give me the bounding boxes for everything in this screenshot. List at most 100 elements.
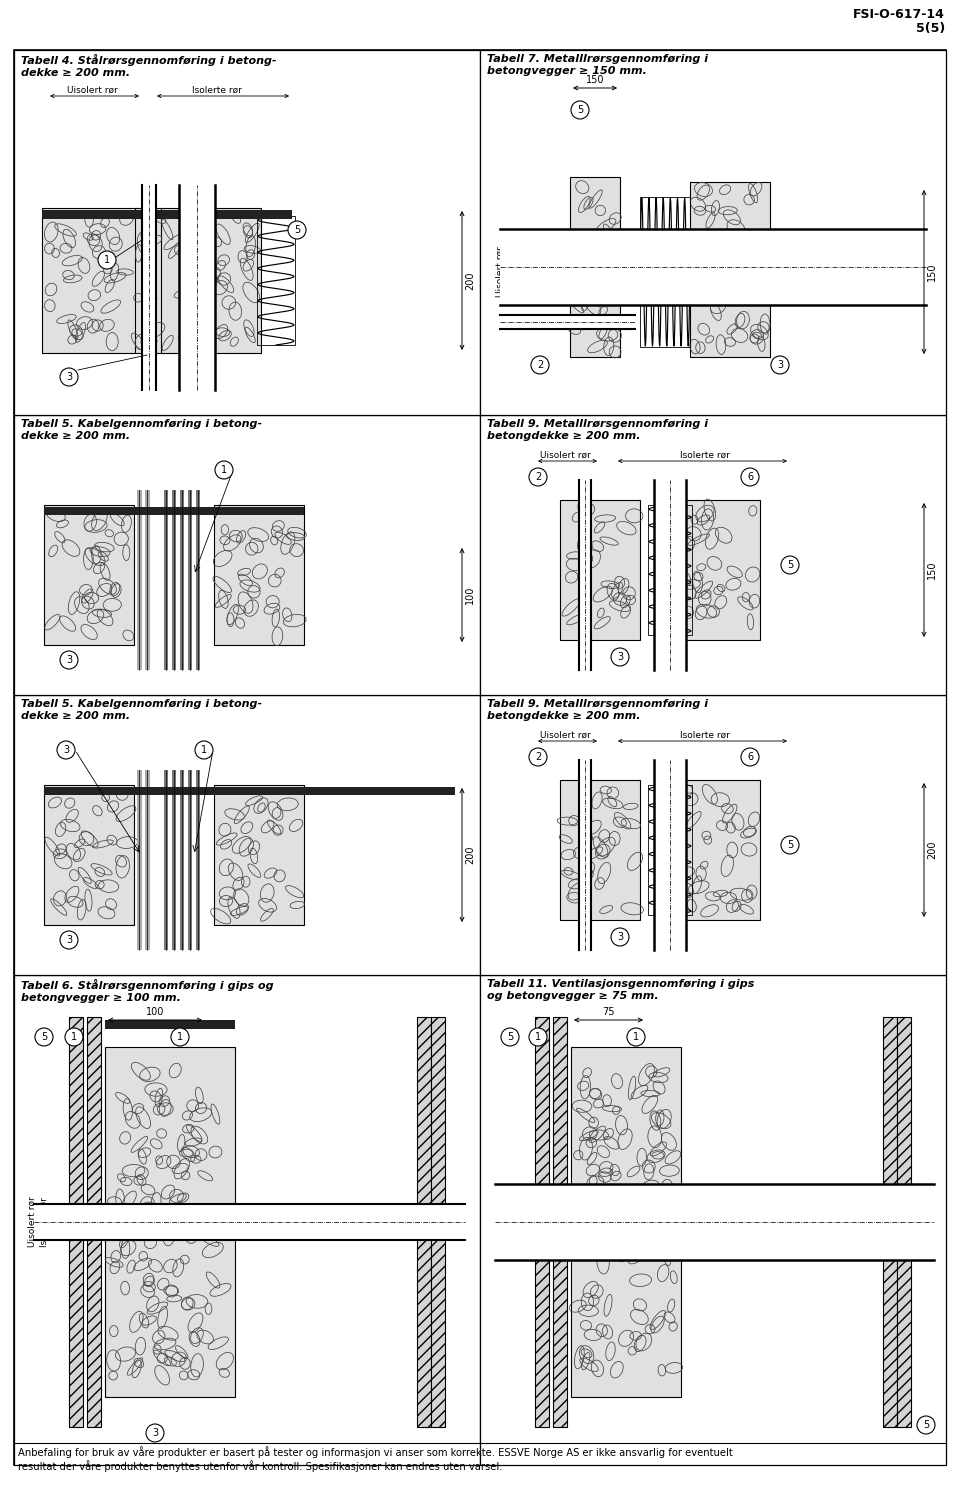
Bar (654, 480, 686, 669)
Bar (500, 314, 635, 329)
Text: Uisolert rør: Uisolert rør (495, 246, 505, 298)
Bar (44, 787, 455, 795)
Bar (571, 1047, 681, 1398)
Bar (690, 272, 770, 357)
Text: 1: 1 (177, 1032, 183, 1043)
Text: Tabell 5. Kabelgennomføring i betong-
dekke ≥ 200 mm.: Tabell 5. Kabelgennomføring i betong- de… (21, 419, 262, 441)
Bar (640, 196, 690, 348)
Bar (44, 508, 304, 515)
Text: Tabell 9. Metalllrørsgennomføring i
betongdekke ≥ 200 mm.: Tabell 9. Metalllrørsgennomføring i beto… (487, 419, 708, 441)
Bar (680, 500, 760, 641)
Text: 6: 6 (747, 752, 753, 762)
Text: 3: 3 (66, 935, 72, 944)
Circle shape (60, 651, 78, 669)
Bar (480, 975, 946, 1466)
Circle shape (60, 931, 78, 949)
Text: 200: 200 (927, 840, 937, 860)
Bar (654, 760, 686, 950)
Bar (257, 216, 295, 345)
Text: 5: 5 (787, 840, 793, 851)
Circle shape (35, 1027, 53, 1046)
Bar (196, 490, 200, 669)
Bar (135, 209, 163, 354)
Text: Tabell 11. Ventilasjonsgennomføring i gips
og betongvegger ≥ 75 mm.: Tabell 11. Ventilasjonsgennomføring i gi… (487, 979, 755, 1000)
Circle shape (627, 1027, 645, 1046)
Bar (180, 490, 184, 669)
Text: 100: 100 (146, 1006, 164, 1017)
Text: Tabell 4. Stålrørsgennomføring i betong-
dekke ≥ 200 mm.: Tabell 4. Stålrørsgennomføring i betong-… (21, 54, 276, 77)
Text: Tabell 7. Metalllrørsgennomføring i
betongvegger ≥ 150 mm.: Tabell 7. Metalllrørsgennomføring i beto… (487, 54, 708, 76)
Text: 1: 1 (633, 1032, 639, 1043)
Circle shape (60, 369, 78, 385)
Bar (480, 695, 946, 975)
Bar (14, 695, 480, 975)
Circle shape (611, 648, 629, 666)
Text: 5: 5 (577, 104, 583, 115)
Text: FSI-O-617-14: FSI-O-617-14 (853, 8, 945, 21)
Circle shape (529, 1027, 547, 1046)
Bar (105, 1020, 235, 1029)
Bar (164, 490, 168, 669)
Text: Isolerte rør: Isolerte rør (192, 86, 242, 95)
Bar (196, 771, 200, 950)
Text: 3: 3 (66, 372, 72, 382)
Circle shape (501, 1027, 519, 1046)
Bar (137, 490, 142, 669)
Bar (145, 771, 150, 950)
Bar (161, 209, 261, 354)
Text: 1: 1 (71, 1032, 77, 1043)
Text: 3: 3 (63, 745, 69, 756)
Bar (14, 416, 480, 695)
Bar (553, 1017, 567, 1426)
Text: 2: 2 (535, 752, 541, 762)
Bar (560, 780, 640, 920)
Bar (42, 209, 137, 354)
Text: Isolerte rør: Isolerte rør (509, 248, 517, 298)
Text: 3: 3 (617, 653, 623, 662)
Bar (500, 230, 926, 305)
Bar (14, 975, 480, 1466)
Circle shape (781, 556, 799, 574)
Text: Isolerte rør: Isolerte rør (39, 1197, 49, 1247)
Text: 150: 150 (927, 263, 937, 281)
Text: 1: 1 (221, 465, 228, 474)
Text: 5: 5 (923, 1420, 929, 1429)
Bar (579, 480, 591, 669)
Bar (14, 50, 480, 416)
Circle shape (98, 251, 116, 269)
Bar (172, 771, 176, 950)
Bar (44, 786, 134, 925)
Bar (648, 505, 692, 635)
Text: 1: 1 (104, 255, 110, 264)
Text: Isolerte rør: Isolerte rør (680, 731, 730, 740)
Bar (188, 771, 192, 950)
Bar (137, 771, 142, 950)
Bar (87, 1017, 101, 1426)
Bar (480, 416, 946, 695)
Text: 5: 5 (41, 1032, 47, 1043)
Text: Tabell 6. Stålrørsgennomføring i gips og
betongvegger ≥ 100 mm.: Tabell 6. Stålrørsgennomføring i gips og… (21, 979, 274, 1003)
Circle shape (531, 357, 549, 375)
Bar (105, 1047, 235, 1398)
Bar (570, 177, 620, 261)
Text: 150: 150 (586, 76, 604, 85)
Text: 5: 5 (507, 1032, 514, 1043)
Bar (164, 771, 168, 950)
Bar (680, 780, 760, 920)
Bar (69, 1017, 83, 1426)
Text: 150: 150 (927, 561, 937, 579)
Circle shape (611, 928, 629, 946)
Bar (495, 1185, 934, 1260)
Text: Tabell 9. Metalllrørsgennomføring i
betongdekke ≥ 200 mm.: Tabell 9. Metalllrørsgennomføring i beto… (487, 700, 708, 721)
Text: 3: 3 (152, 1428, 158, 1438)
Bar (180, 771, 184, 950)
Circle shape (917, 1416, 935, 1434)
Text: 200: 200 (465, 846, 475, 864)
Bar (42, 210, 292, 219)
Circle shape (781, 836, 799, 854)
Text: Uisolert rør: Uisolert rør (540, 731, 590, 740)
Bar (145, 490, 150, 669)
Bar (897, 1017, 911, 1426)
Text: 5: 5 (787, 561, 793, 570)
Circle shape (146, 1423, 164, 1441)
